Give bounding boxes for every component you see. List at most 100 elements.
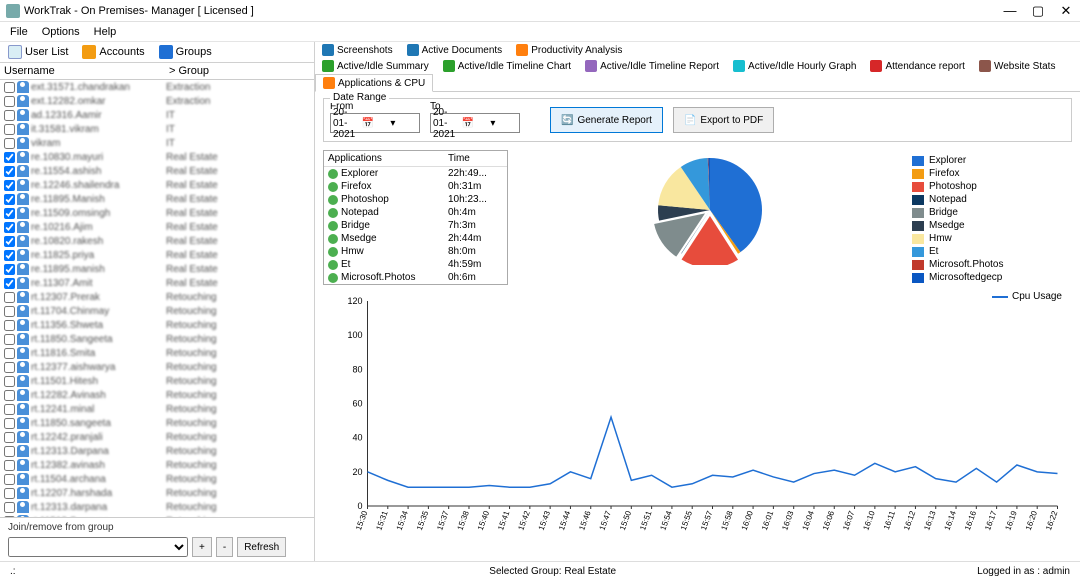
tab-applications-cpu[interactable]: Applications & CPU: [315, 74, 433, 92]
generate-report-button[interactable]: 🔄Generate Report: [550, 107, 663, 133]
tab-active-idle-summary[interactable]: Active/Idle Summary: [315, 58, 436, 74]
user-checkbox[interactable]: [4, 502, 15, 513]
tab-active-idle-hourly-graph[interactable]: Active/Idle Hourly Graph: [726, 58, 863, 74]
user-row[interactable]: rt.12313.darpanaRetouching: [0, 500, 314, 514]
menu-help[interactable]: Help: [94, 26, 117, 38]
remove-button[interactable]: -: [216, 537, 233, 557]
close-button[interactable]: ✕: [1058, 3, 1074, 19]
group-select[interactable]: [8, 537, 188, 557]
user-checkbox[interactable]: [4, 110, 15, 121]
user-row[interactable]: re.11895.manishReal Estate: [0, 262, 314, 276]
user-row[interactable]: rt.11356.ShwetaRetouching: [0, 318, 314, 332]
tab-screenshots[interactable]: Screenshots: [315, 42, 400, 58]
user-checkbox[interactable]: [4, 306, 15, 317]
tab-attendance-report[interactable]: Attendance report: [863, 58, 972, 74]
user-checkbox[interactable]: [4, 152, 15, 163]
user-row[interactable]: rt.11501.HiteshRetouching: [0, 374, 314, 388]
user-checkbox[interactable]: [4, 96, 15, 107]
user-checkbox[interactable]: [4, 138, 15, 149]
user-row[interactable]: re.11509.omsinghReal Estate: [0, 206, 314, 220]
user-checkbox[interactable]: [4, 222, 15, 233]
app-row[interactable]: Et4h:59m: [324, 258, 507, 271]
minimize-button[interactable]: —: [1002, 3, 1018, 19]
user-checkbox[interactable]: [4, 264, 15, 275]
to-date-input[interactable]: 20-01-2021📅▾: [430, 113, 520, 133]
user-row[interactable]: ad.12316.AamirIT: [0, 108, 314, 122]
user-row[interactable]: ext.12282.omkarExtraction: [0, 94, 314, 108]
col-group[interactable]: > Group: [169, 65, 310, 77]
user-row[interactable]: rt.11504.archanaRetouching: [0, 472, 314, 486]
userlist[interactable]: ext.31571.chandrakanExtractionext.12282.…: [0, 80, 314, 517]
app-row[interactable]: Explorer22h:49...: [324, 167, 507, 180]
user-row[interactable]: rt.11816.SmitaRetouching: [0, 346, 314, 360]
user-row[interactable]: rt.12377.aishwaryaRetouching: [0, 360, 314, 374]
user-row[interactable]: rt.12382.avinashRetouching: [0, 458, 314, 472]
col-username[interactable]: Username: [4, 65, 169, 77]
add-button[interactable]: +: [192, 537, 212, 557]
user-checkbox[interactable]: [4, 446, 15, 457]
user-checkbox[interactable]: [4, 432, 15, 443]
user-checkbox[interactable]: [4, 474, 15, 485]
user-row[interactable]: re.11895.ManishReal Estate: [0, 192, 314, 206]
user-row[interactable]: re.11825.priyaReal Estate: [0, 248, 314, 262]
user-row[interactable]: rt.12207.harshadaRetouching: [0, 486, 314, 500]
user-row[interactable]: it.31581.vikramIT: [0, 122, 314, 136]
applications-table[interactable]: ApplicationsTime Explorer22h:49...Firefo…: [323, 150, 508, 285]
user-row[interactable]: re.10820.rakeshReal Estate: [0, 234, 314, 248]
app-row[interactable]: Microsoft.Photos0h:6m: [324, 271, 507, 284]
app-row[interactable]: Bridge7h:3m: [324, 219, 507, 232]
user-checkbox[interactable]: [4, 166, 15, 177]
app-row[interactable]: Photoshop10h:23...: [324, 193, 507, 206]
user-checkbox[interactable]: [4, 488, 15, 499]
tab-active-documents[interactable]: Active Documents: [400, 42, 510, 58]
user-row[interactable]: rt.12241.minalRetouching: [0, 402, 314, 416]
col-applications[interactable]: Applications: [328, 153, 448, 164]
tab-accounts[interactable]: Accounts: [82, 45, 144, 59]
maximize-button[interactable]: ▢: [1030, 3, 1046, 19]
tab-userlist[interactable]: User List: [8, 45, 68, 59]
user-checkbox[interactable]: [4, 404, 15, 415]
user-checkbox[interactable]: [4, 208, 15, 219]
app-row[interactable]: Msedge2h:44m: [324, 232, 507, 245]
user-checkbox[interactable]: [4, 320, 15, 331]
user-checkbox[interactable]: [4, 180, 15, 191]
user-row[interactable]: rt.12307.PrerakRetouching: [0, 290, 314, 304]
user-checkbox[interactable]: [4, 124, 15, 135]
col-time[interactable]: Time: [448, 153, 503, 164]
app-row[interactable]: Notepad0h:4m: [324, 206, 507, 219]
tab-active-idle-timeline-chart[interactable]: Active/Idle Timeline Chart: [436, 58, 578, 74]
user-checkbox[interactable]: [4, 82, 15, 93]
user-row[interactable]: vikramIT: [0, 136, 314, 150]
user-checkbox[interactable]: [4, 418, 15, 429]
user-checkbox[interactable]: [4, 348, 15, 359]
user-row[interactable]: rt.12282.AvinashRetouching: [0, 388, 314, 402]
user-checkbox[interactable]: [4, 278, 15, 289]
tab-website-stats[interactable]: Website Stats: [972, 58, 1063, 74]
tab-groups[interactable]: Groups: [159, 45, 212, 59]
user-row[interactable]: re.10216.AjimReal Estate: [0, 220, 314, 234]
user-row[interactable]: ext.31571.chandrakanExtraction: [0, 80, 314, 94]
user-row[interactable]: rt.11850.sangeetaRetouching: [0, 416, 314, 430]
tab-productivity-analysis[interactable]: Productivity Analysis: [509, 42, 629, 58]
app-row[interactable]: Firefox0h:31m: [324, 180, 507, 193]
user-row[interactable]: re.12246.shailendraReal Estate: [0, 178, 314, 192]
user-checkbox[interactable]: [4, 376, 15, 387]
user-row[interactable]: rt.11704.ChinmayRetouching: [0, 304, 314, 318]
menu-file[interactable]: File: [10, 26, 28, 38]
user-checkbox[interactable]: [4, 390, 15, 401]
user-checkbox[interactable]: [4, 362, 15, 373]
user-row[interactable]: re.10830.mayuriReal Estate: [0, 150, 314, 164]
tab-active-idle-timeline-report[interactable]: Active/Idle Timeline Report: [578, 58, 726, 74]
user-row[interactable]: re.11554.ashishReal Estate: [0, 164, 314, 178]
from-date-input[interactable]: 20-01-2021📅▾: [330, 113, 420, 133]
user-row[interactable]: rt.11850.SangeetaRetouching: [0, 332, 314, 346]
user-checkbox[interactable]: [4, 460, 15, 471]
user-row[interactable]: re.11307.AmitReal Estate: [0, 276, 314, 290]
user-row[interactable]: rt.12313.DarpanaRetouching: [0, 444, 314, 458]
user-checkbox[interactable]: [4, 236, 15, 247]
refresh-button[interactable]: Refresh: [237, 537, 286, 557]
user-checkbox[interactable]: [4, 194, 15, 205]
user-checkbox[interactable]: [4, 334, 15, 345]
user-checkbox[interactable]: [4, 250, 15, 261]
app-row[interactable]: Hmw8h:0m: [324, 245, 507, 258]
